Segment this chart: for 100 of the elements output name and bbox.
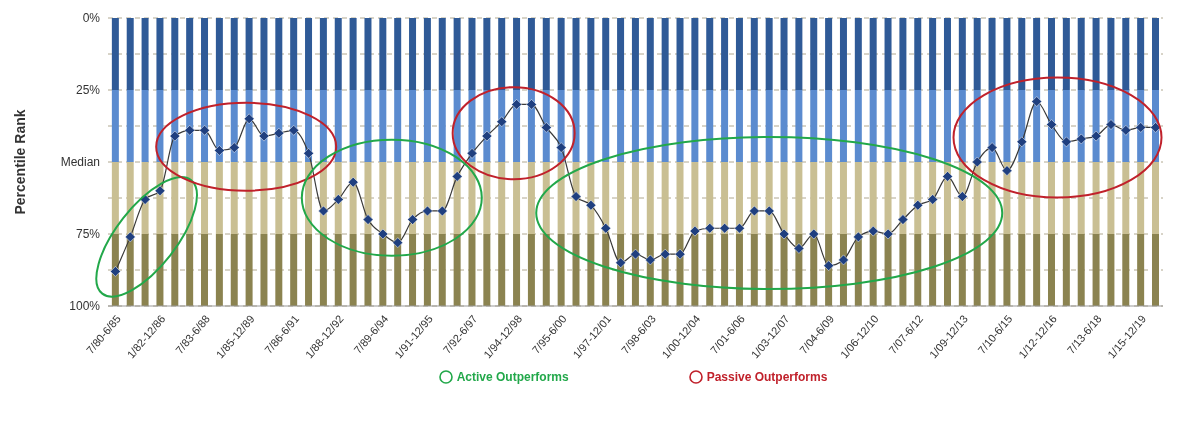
bar <box>1033 234 1041 306</box>
bar <box>676 18 684 90</box>
bar <box>1062 18 1070 90</box>
bar <box>557 234 565 306</box>
bar <box>453 234 461 306</box>
bar <box>305 234 313 306</box>
bar <box>602 18 610 90</box>
bar <box>706 90 714 162</box>
bar <box>156 18 164 90</box>
bar <box>423 234 431 306</box>
bar <box>631 90 639 162</box>
bar <box>126 18 134 90</box>
bar <box>572 18 580 90</box>
bar <box>260 234 268 306</box>
bar <box>691 18 699 90</box>
bar <box>929 90 937 162</box>
bar <box>498 162 506 234</box>
bar <box>631 162 639 234</box>
bar <box>438 18 446 90</box>
bar <box>958 18 966 90</box>
bar <box>988 234 996 306</box>
bar <box>542 162 550 234</box>
bar <box>721 18 729 90</box>
bar <box>334 234 342 306</box>
bar <box>914 234 922 306</box>
bar <box>973 234 981 306</box>
bar <box>1003 18 1011 90</box>
bar <box>498 234 506 306</box>
bar <box>884 90 892 162</box>
bar <box>349 90 357 162</box>
bar <box>646 162 654 234</box>
y-tick-label: Median <box>60 155 100 170</box>
bar <box>825 18 833 90</box>
bar <box>438 234 446 306</box>
bar <box>349 234 357 306</box>
bar <box>498 18 506 90</box>
bar <box>290 162 298 234</box>
bar <box>869 90 877 162</box>
bar <box>1047 234 1055 306</box>
bar <box>795 162 803 234</box>
bar <box>899 18 907 90</box>
bar <box>825 90 833 162</box>
bar <box>810 90 818 162</box>
bar <box>1122 234 1130 306</box>
bar <box>171 18 179 90</box>
bar <box>141 234 149 306</box>
bar <box>141 18 149 90</box>
bar <box>1107 162 1115 234</box>
bar <box>186 234 194 306</box>
bar <box>631 18 639 90</box>
bar <box>1107 234 1115 306</box>
bar <box>572 234 580 306</box>
bar <box>854 90 862 162</box>
bar <box>839 90 847 162</box>
bar <box>735 90 743 162</box>
bar <box>1137 18 1145 90</box>
bar <box>453 18 461 90</box>
bar <box>215 162 223 234</box>
bar <box>409 18 417 90</box>
bar <box>587 234 595 306</box>
bar <box>1137 234 1145 306</box>
bar <box>676 162 684 234</box>
bar <box>141 90 149 162</box>
bar <box>988 162 996 234</box>
bar <box>527 18 535 90</box>
bar <box>171 234 179 306</box>
bar <box>661 18 669 90</box>
bar <box>587 90 595 162</box>
bar <box>201 234 209 306</box>
bar <box>1152 162 1159 234</box>
bar <box>1092 234 1100 306</box>
bar <box>275 234 283 306</box>
bar <box>527 162 535 234</box>
bar <box>587 18 595 90</box>
bar <box>735 18 743 90</box>
bar <box>1047 18 1055 90</box>
bar <box>334 18 342 90</box>
bar <box>914 18 922 90</box>
bar <box>260 18 268 90</box>
bar <box>364 18 372 90</box>
bar <box>527 234 535 306</box>
bar <box>156 234 164 306</box>
bar <box>646 90 654 162</box>
bar <box>899 90 907 162</box>
bar <box>1018 234 1026 306</box>
bar <box>1092 162 1100 234</box>
bar <box>245 234 253 306</box>
bar <box>943 90 951 162</box>
bar <box>379 18 387 90</box>
bar <box>1107 18 1115 90</box>
text: Passive Outperforms <box>706 370 828 384</box>
bar <box>661 90 669 162</box>
bar <box>290 18 298 90</box>
bar <box>513 234 521 306</box>
bar <box>1122 162 1130 234</box>
bar <box>958 90 966 162</box>
y-tick-label: 100% <box>69 299 101 314</box>
bar <box>1003 90 1011 162</box>
bar <box>884 18 892 90</box>
bar <box>468 18 476 90</box>
